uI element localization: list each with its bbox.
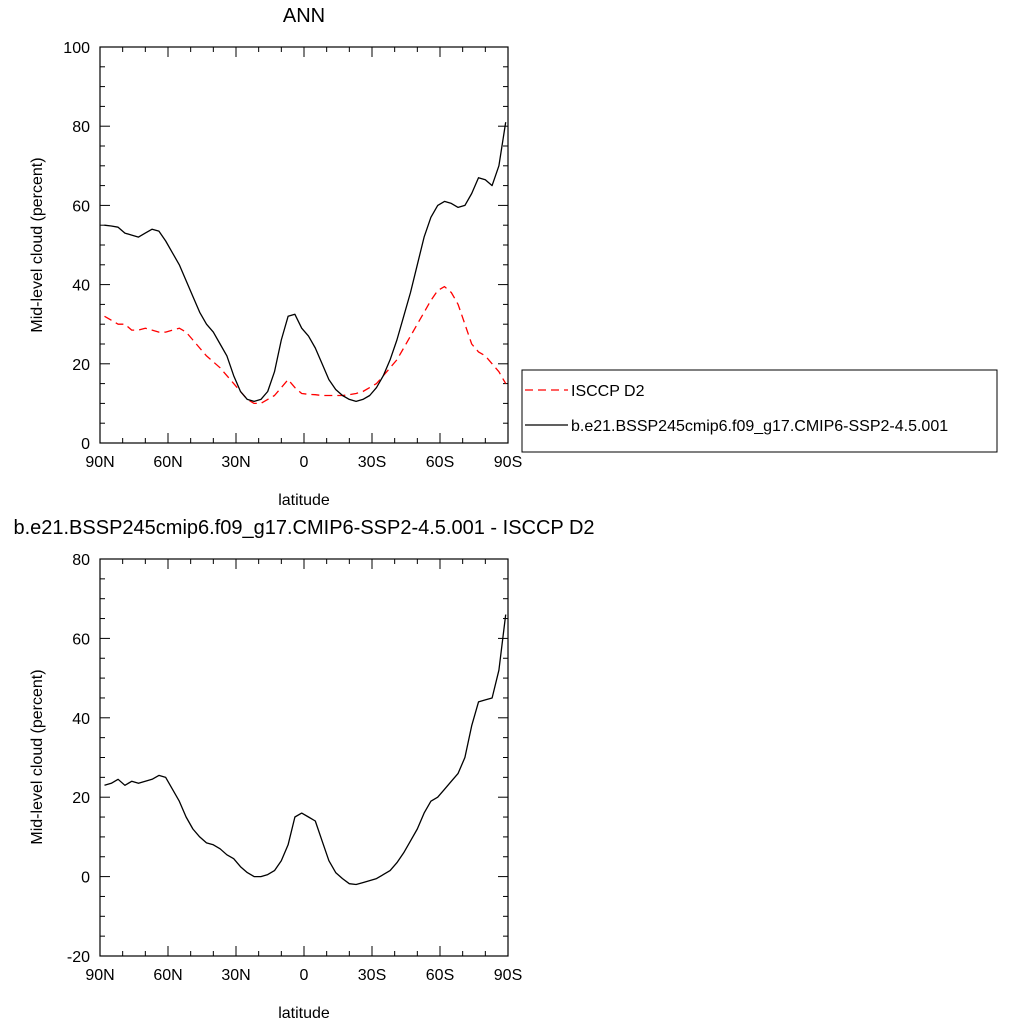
y-tick-label: 100 [63,40,90,57]
legend-box [521,369,998,453]
x-tick-label: 30S [358,454,386,471]
bottom-plot-frame [99,558,509,957]
y-tick-label: 0 [81,436,90,453]
y-tick-label: 20 [72,357,90,374]
bottom-y-axis-label: Mid-level cloud (percent) [29,669,46,844]
top-plot-frame [99,46,509,444]
x-tick-label: 60N [153,967,182,984]
legend-label-isccp: ISCCP D2 [571,383,645,400]
x-tick-label: 30S [358,967,386,984]
y-tick-label: 0 [81,870,90,887]
y-tick-label: 40 [72,711,90,728]
series-line-0 [104,285,507,405]
series-line-0 [104,614,507,886]
bottom-x-axis-label: latitude [278,1005,330,1022]
x-tick-label: 90S [494,967,522,984]
x-tick-label: 30N [221,967,250,984]
x-tick-label: 0 [300,454,309,471]
y-tick-label: -20 [67,949,90,966]
top-x-axis-label: latitude [278,492,330,509]
bottom-tick-labels: 90N 60N 30N 0 30S 60S 90S -20 0 20 40 60 80 [67,552,522,984]
y-tick-label: 20 [72,790,90,807]
y-tick-label: 80 [72,552,90,569]
bottom-panel: b.e21.BSSP245cmip6.f09_g17.CMIP6-SSP2-4.… [13,517,594,1022]
top-axis-ticks [99,46,509,444]
bottom-axis-ticks [99,558,509,957]
series-line-1 [104,122,507,403]
legend-label-model: b.e21.BSSP245cmip6.f09_g17.CMIP6-SSP2-4.… [571,418,948,435]
y-tick-label: 80 [72,119,90,136]
top-tick-labels: 90N 60N 30N 0 30S 60S 90S 0 20 40 60 80 100 [63,40,522,471]
top-y-axis-label: Mid-level cloud (percent) [29,157,46,332]
x-tick-label: 0 [300,967,309,984]
x-tick-label: 30N [221,454,250,471]
x-tick-label: 90N [85,454,114,471]
y-tick-label: 60 [72,631,90,648]
x-tick-label: 60S [426,967,454,984]
x-tick-label: 60S [426,454,454,471]
bottom-chart-title: b.e21.BSSP245cmip6.f09_g17.CMIP6-SSP2-4.… [13,517,594,539]
y-tick-label: 60 [72,198,90,215]
top-series-lines [104,122,507,405]
top-panel: ANN 90N 60N 30N 0 30S 60S 90S 0 20 40 60 80 100 lati… [29,5,522,509]
x-tick-label: 90S [494,454,522,471]
x-tick-label: 60N [153,454,182,471]
legend: ISCCP D2 b.e21.BSSP245cmip6.f09_g17.CMIP… [521,369,998,453]
bottom-series-lines [104,614,507,886]
y-tick-label: 40 [72,278,90,295]
top-chart-title: ANN [283,5,325,27]
x-tick-label: 90N [85,967,114,984]
